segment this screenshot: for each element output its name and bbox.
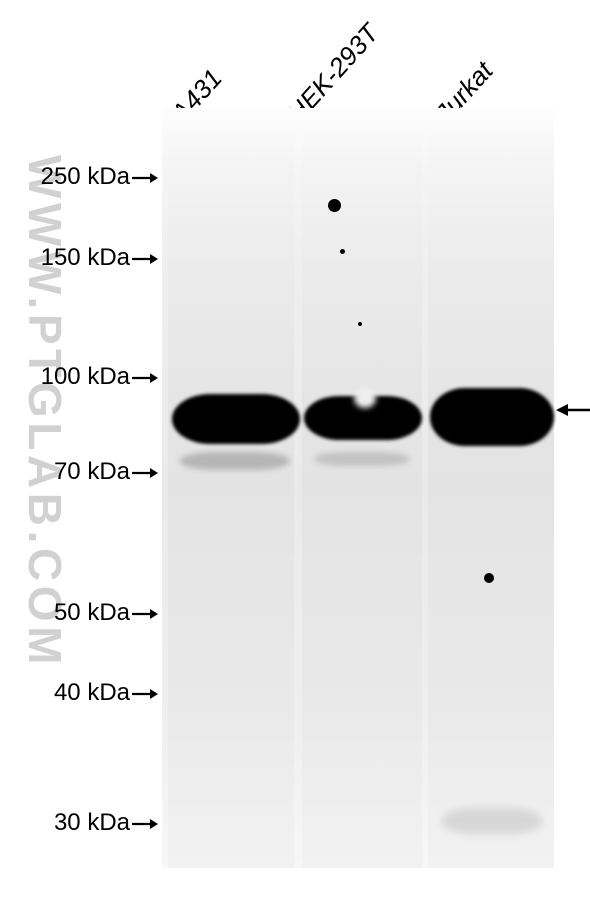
speck — [340, 249, 345, 254]
watermark: WWW.PTGLAB.COM — [18, 155, 72, 669]
arrow-right-icon — [130, 466, 158, 480]
marker-text: 50 kDa — [54, 599, 130, 626]
marker-label: 150 kDa — [0, 244, 158, 272]
speck — [358, 322, 362, 326]
faint-band — [442, 808, 542, 834]
lane-bg — [428, 108, 554, 868]
arrow-right-icon — [130, 817, 158, 831]
lane-bg — [168, 108, 294, 868]
marker-text: 70 kDa — [54, 458, 130, 485]
marker-label: 100 kDa — [0, 363, 158, 391]
marker-label: 250 kDa — [0, 163, 158, 191]
band-jurkat — [430, 388, 554, 446]
faint-band — [314, 452, 410, 466]
marker-text: 150 kDa — [41, 244, 130, 271]
marker-label: 40 kDa — [0, 679, 158, 707]
band-a431 — [172, 394, 300, 444]
arrow-right-icon — [130, 687, 158, 701]
arrow-right-icon — [130, 607, 158, 621]
marker-label: 70 kDa — [0, 458, 158, 486]
speck — [328, 199, 341, 212]
arrow-right-icon — [130, 371, 158, 385]
lane-bg — [302, 108, 422, 868]
arrow-right-icon — [130, 252, 158, 266]
marker-text: 40 kDa — [54, 679, 130, 706]
faint-band — [180, 452, 290, 470]
speck — [484, 573, 494, 583]
band-notch — [354, 388, 376, 408]
marker-text: 30 kDa — [54, 809, 130, 836]
marker-label: 30 kDa — [0, 809, 158, 837]
marker-label: 50 kDa — [0, 599, 158, 627]
western-blot-figure: A431 HEK-293T Jurkat WWW.PTGLAB.COM 250 … — [0, 0, 590, 903]
marker-text: 100 kDa — [41, 363, 130, 390]
band-indicator-arrow-icon — [556, 402, 590, 423]
blot-area — [162, 108, 554, 868]
arrow-right-icon — [130, 171, 158, 185]
marker-text: 250 kDa — [41, 163, 130, 190]
